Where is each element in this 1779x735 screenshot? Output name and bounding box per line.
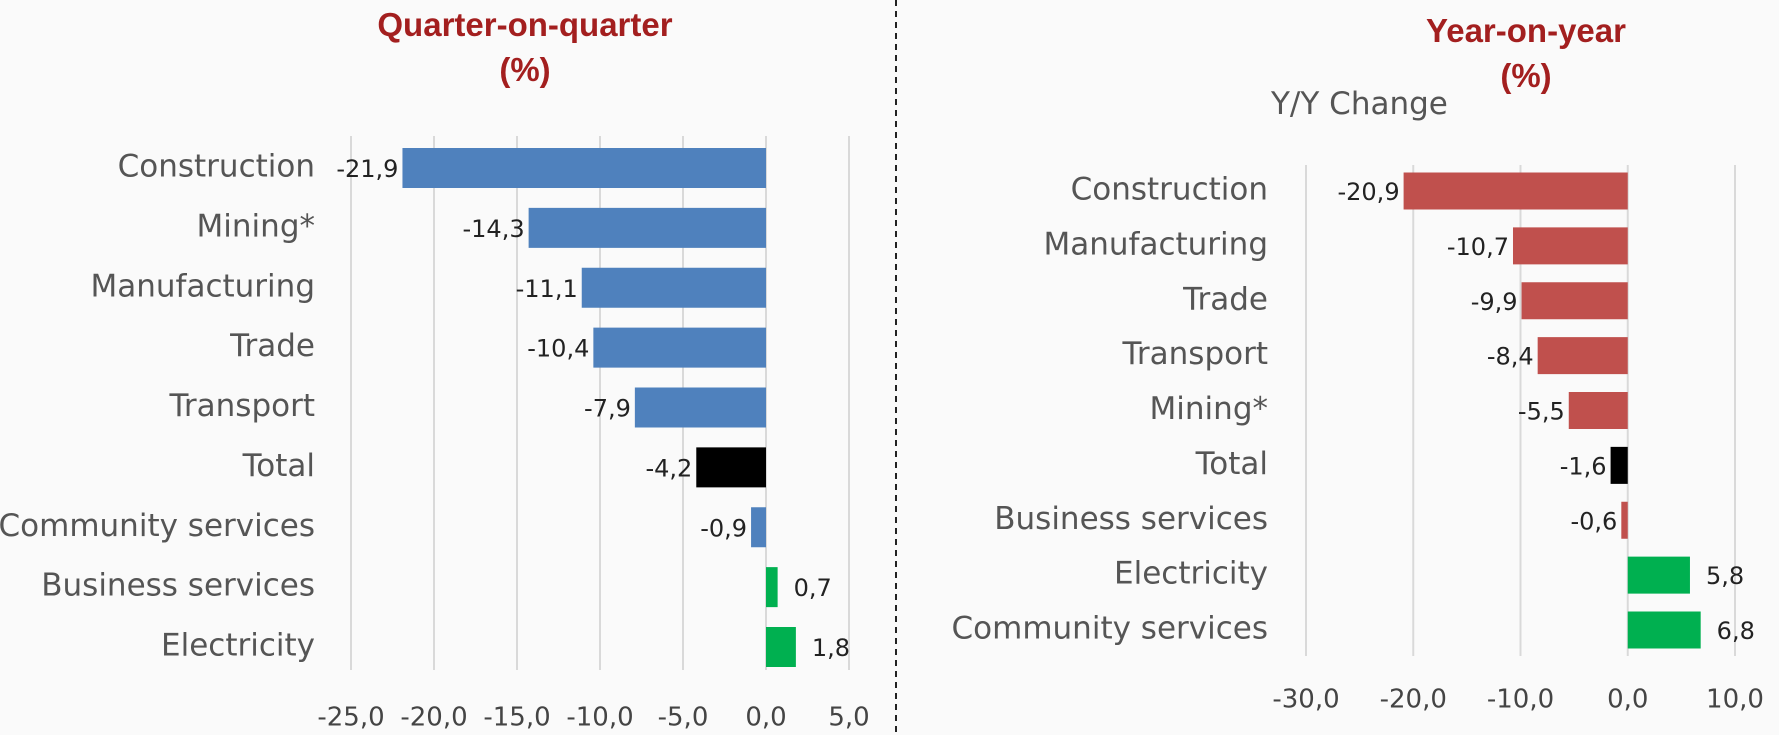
data-label: -0,6	[1570, 507, 1617, 535]
bar	[766, 567, 778, 608]
y-tick-label: Community services	[952, 611, 1268, 647]
bar	[593, 327, 766, 368]
y-tick-label: Trade	[1182, 281, 1268, 317]
bar	[581, 267, 766, 308]
y-tick-label: Transport	[1122, 336, 1268, 372]
x-tick-label: -20,0	[1380, 685, 1447, 715]
chart-title: Quarter-on-quarter (%)	[377, 6, 673, 88]
x-tick-label: -10,0	[566, 703, 633, 733]
bar	[1621, 501, 1628, 539]
bar	[766, 627, 796, 667]
y-tick-label: Mining*	[197, 208, 315, 244]
chart-title: Year-on-year (%)	[1426, 12, 1626, 94]
bar	[751, 507, 766, 548]
y-tick-label: Trade	[229, 328, 315, 364]
x-tick-label: 0,0	[1607, 685, 1648, 715]
data-label: -8,4	[1487, 343, 1534, 371]
data-label: 5,8	[1706, 562, 1744, 590]
bar	[696, 447, 766, 488]
bar	[1537, 337, 1628, 375]
y-tick-label: Construction	[118, 149, 315, 185]
data-label: -5,5	[1518, 398, 1565, 426]
data-label: -10,7	[1447, 233, 1509, 261]
data-label: -10,4	[527, 335, 589, 363]
data-label: 6,8	[1717, 617, 1755, 645]
bar	[1521, 282, 1628, 320]
y-tick-label: Business services	[41, 568, 315, 604]
x-tick-label: -10,0	[1487, 685, 1554, 715]
bar	[1627, 556, 1690, 594]
bar	[1512, 227, 1628, 265]
y-tick-label: Business services	[994, 501, 1268, 537]
y-tick-label: Total	[1195, 446, 1268, 482]
bar	[528, 207, 766, 248]
y-tick-label: Electricity	[161, 628, 315, 664]
bar	[1568, 392, 1628, 429]
data-label: -7,9	[584, 395, 631, 423]
y-tick-label: Manufacturing	[91, 268, 315, 304]
data-label: -1,6	[1560, 452, 1607, 480]
data-label: -4,2	[645, 454, 692, 482]
data-label: -14,3	[463, 215, 525, 243]
y-tick-label: Transport	[169, 388, 315, 424]
data-label: -21,9	[336, 155, 398, 183]
x-tick-label: 10,0	[1706, 685, 1764, 715]
bar	[1627, 611, 1701, 649]
bar	[634, 387, 766, 428]
y-tick-label: Total	[242, 448, 315, 484]
x-tick-label: 5,0	[828, 703, 869, 733]
bar	[1610, 446, 1628, 484]
data-label: -0,9	[700, 514, 747, 542]
x-tick-label: -15,0	[483, 703, 550, 733]
y-tick-label: Construction	[1071, 172, 1268, 208]
x-tick-label: -20,0	[400, 703, 467, 733]
bar	[402, 148, 766, 188]
data-label: -20,9	[1337, 178, 1399, 206]
y-tick-label: Community services	[0, 508, 315, 544]
data-label: -11,1	[516, 275, 578, 303]
x-tick-label: -5,0	[658, 703, 709, 733]
data-label: 0,7	[794, 574, 832, 602]
y-tick-label: Electricity	[1114, 556, 1268, 592]
x-tick-label: 0,0	[745, 703, 786, 733]
x-tick-label: -30,0	[1272, 685, 1339, 715]
data-label: -9,9	[1471, 288, 1518, 316]
y-tick-label: Manufacturing	[1044, 226, 1268, 262]
bar	[1403, 172, 1628, 210]
data-label: 1,8	[812, 634, 850, 662]
chart-subtitle: Y/Y Change	[1271, 86, 1448, 122]
y-tick-label: Mining*	[1150, 391, 1268, 427]
x-tick-label: -25,0	[317, 703, 384, 733]
